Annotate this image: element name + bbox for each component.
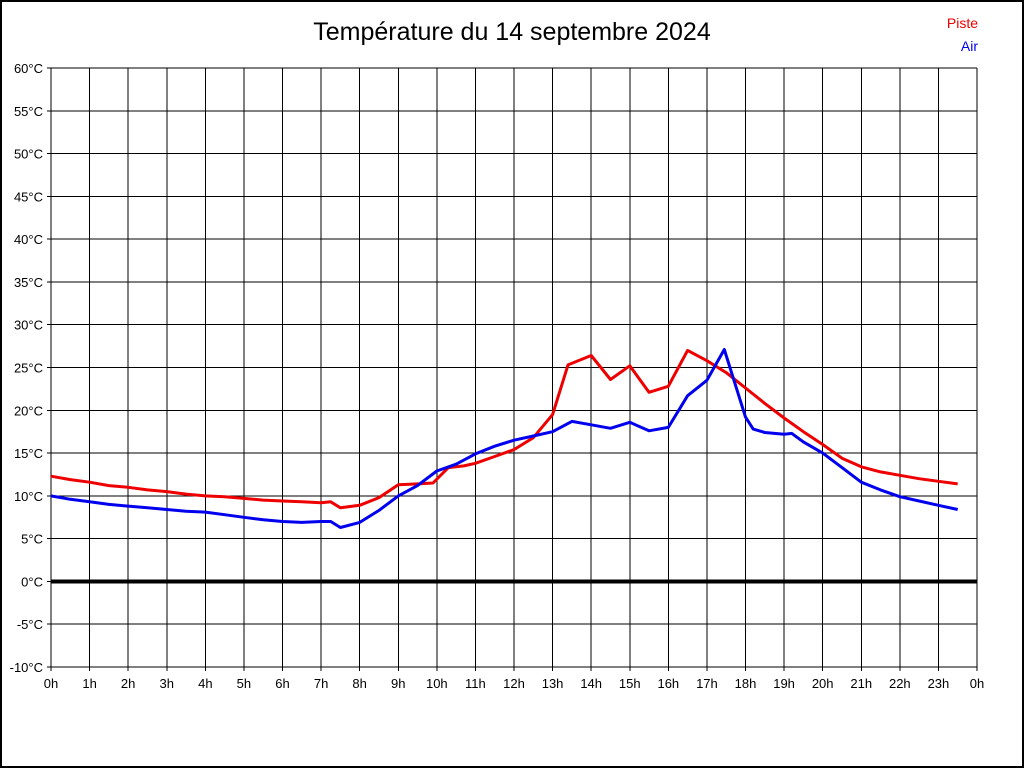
y-tick-label: 5°C <box>21 532 43 547</box>
y-tick-label: 35°C <box>14 275 43 290</box>
legend-piste-label: Piste <box>946 15 978 31</box>
y-tick-label: 50°C <box>14 147 43 162</box>
x-tick-label: 2h <box>121 676 135 691</box>
x-tick-label: 5h <box>237 676 251 691</box>
y-tick-label: 30°C <box>14 318 43 333</box>
x-tick-label: 23h <box>928 676 950 691</box>
x-tick-label: 21h <box>850 676 872 691</box>
y-tick-label: 15°C <box>14 446 43 461</box>
y-tick-label: 20°C <box>14 403 43 418</box>
x-tick-label: 14h <box>580 676 602 691</box>
y-tick-label: 45°C <box>14 189 43 204</box>
legend-air-label: Air <box>960 38 978 54</box>
y-tick-label: 60°C <box>14 61 43 76</box>
x-tick-label: 17h <box>696 676 718 691</box>
y-tick-label: 10°C <box>14 489 43 504</box>
x-tick-label: 10h <box>426 676 448 691</box>
y-tick-label: 40°C <box>14 232 43 247</box>
series-line-piste <box>50 348 958 510</box>
legend: Piste Air <box>947 12 978 58</box>
x-tick-label: 4h <box>198 676 212 691</box>
x-tick-label: 20h <box>812 676 834 691</box>
x-tick-label: 19h <box>773 676 795 691</box>
y-tick-label: 25°C <box>14 361 43 376</box>
x-tick-label: 1h <box>82 676 96 691</box>
y-tick-label: 55°C <box>14 104 43 119</box>
x-tick-label: 22h <box>889 676 911 691</box>
x-tick-label: 0h <box>44 676 58 691</box>
series-line-air <box>50 348 959 529</box>
x-tick-label: 18h <box>735 676 757 691</box>
y-tick-label: -5°C <box>17 617 43 632</box>
x-tick-label: 8h <box>352 676 366 691</box>
x-tick-label: 11h <box>465 676 486 691</box>
x-tick-label: 16h <box>657 676 679 691</box>
y-tick-label: -10°C <box>10 660 43 675</box>
x-tick-label: 13h <box>542 676 564 691</box>
chart-title: Température du 14 septembre 2024 <box>313 18 711 46</box>
x-tick-label: 3h <box>160 676 174 691</box>
y-tick-label: 0°C <box>21 574 43 589</box>
x-tick-label: 15h <box>619 676 641 691</box>
x-tick-label: 0h <box>970 676 984 691</box>
x-tick-label: 12h <box>503 676 525 691</box>
x-tick-label: 9h <box>391 676 405 691</box>
x-tick-label: 7h <box>314 676 328 691</box>
x-tick-label: 6h <box>275 676 289 691</box>
